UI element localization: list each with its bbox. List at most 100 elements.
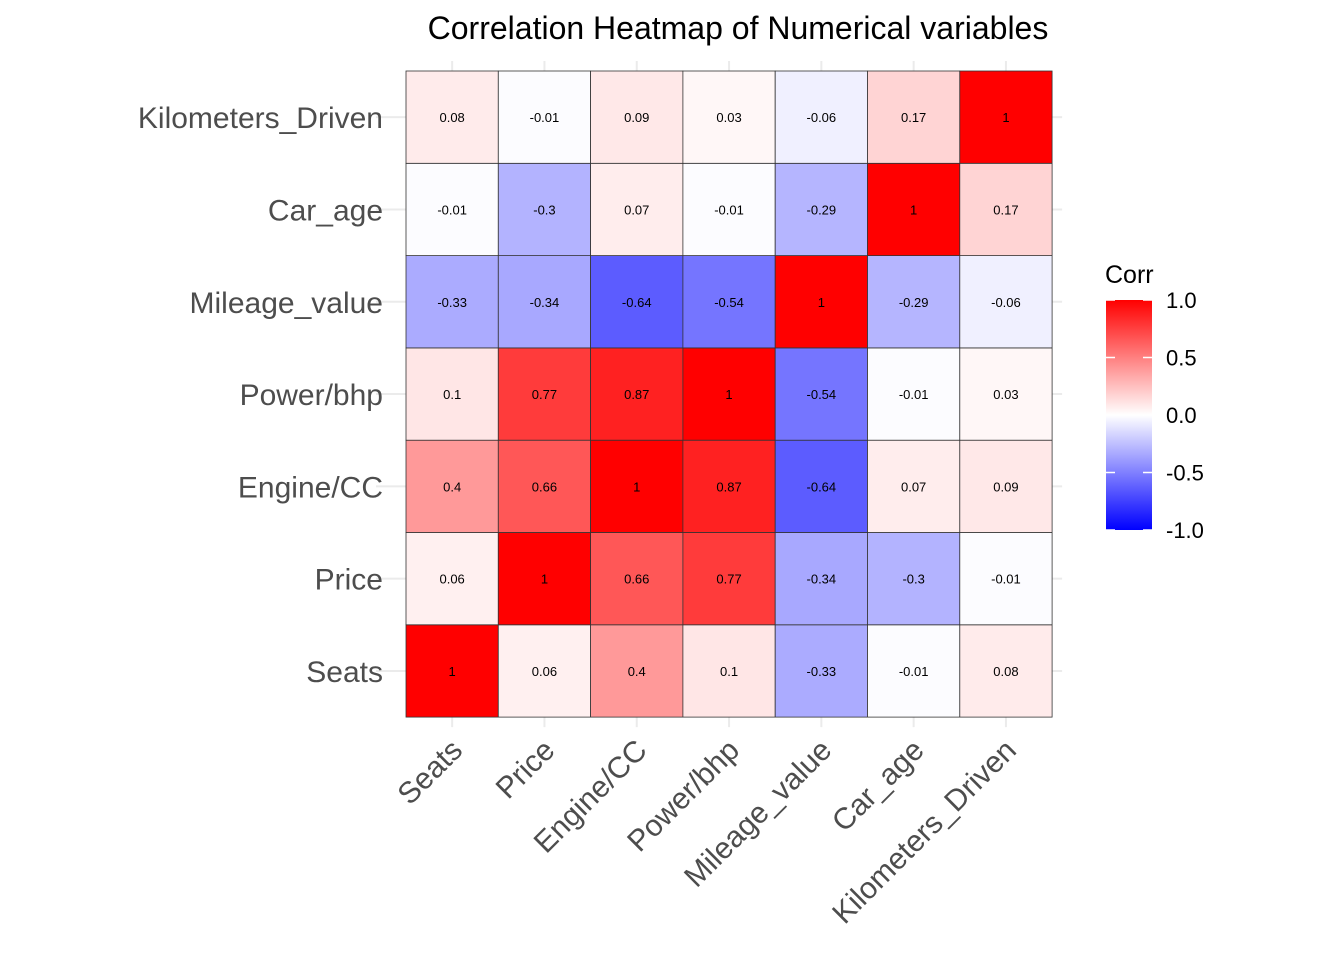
cell-value-label: -0.34 — [530, 295, 560, 310]
heatmap-cell — [590, 439, 684, 533]
cell-value-label: -0.01 — [899, 387, 929, 402]
heatmap-cell — [774, 439, 868, 533]
heatmap-cell — [590, 532, 684, 626]
cell-value-label: -0.06 — [807, 110, 837, 125]
y-tick-label: Seats — [306, 656, 383, 689]
heatmap-cell-labels: 1 0.06 0.4 0.1 -0.33 -0.01 0.08 0.06 1 0.66 0.77 -0… — [437, 110, 1020, 679]
heatmap-cell — [867, 162, 961, 257]
cell-value-label: 0.77 — [532, 387, 557, 402]
legend-tick-label: -1.0 — [1166, 518, 1204, 543]
heatmap-cell — [774, 532, 868, 626]
x-tick-label: Kilometers_Driven — [826, 734, 1023, 931]
heatmap-cell — [405, 532, 499, 626]
heatmap-cell — [682, 255, 776, 349]
heatmap-cell — [497, 162, 591, 257]
cell-value-label: 0.03 — [993, 387, 1018, 402]
heatmap-cell — [682, 70, 776, 164]
y-tick-label: Car_age — [268, 194, 383, 227]
heatmap-cell — [774, 347, 868, 441]
heatmap-cell — [590, 347, 684, 441]
heatmap-cell — [867, 70, 961, 164]
legend-tick-label: 0.0 — [1166, 403, 1197, 428]
legend-tick-label: -0.5 — [1166, 461, 1204, 486]
cell-value-label: -0.29 — [807, 202, 837, 217]
y-axis: Seats Price Engine/CC Power/bhp Mileage_valu… — [138, 102, 383, 689]
cell-value-label: 0.07 — [624, 202, 649, 217]
cell-value-label: -0.06 — [991, 295, 1021, 310]
cell-value-label: -0.01 — [530, 110, 560, 125]
heatmap-cell — [590, 70, 684, 164]
y-tick-label: Engine/CC — [238, 471, 383, 504]
heatmap-cells — [405, 70, 1053, 718]
y-tick-label: Kilometers_Driven — [138, 102, 383, 135]
cell-value-label: -0.01 — [991, 572, 1021, 587]
heatmap-cell — [497, 70, 591, 164]
cell-value-label: 0.08 — [439, 110, 464, 125]
legend-tick-label: 0.5 — [1166, 346, 1197, 371]
heatmap-cell — [867, 347, 961, 441]
cell-value-label: -0.54 — [714, 295, 744, 310]
heatmap-cell — [774, 255, 868, 349]
x-tick-label: Seats — [392, 734, 470, 812]
legend-tick-label: 1.0 — [1166, 288, 1197, 313]
cell-value-label: 0.1 — [443, 387, 461, 402]
legend: Corr 1.0 0.5 0.0 -0.5 -1.0 — [1105, 261, 1204, 543]
heatmap-cell — [682, 532, 776, 626]
cell-value-label: -0.64 — [807, 479, 837, 494]
y-tick-label: Price — [315, 564, 383, 597]
cell-value-label: 1 — [725, 387, 732, 402]
heatmap-cell — [959, 162, 1053, 257]
cell-value-label: -0.01 — [437, 202, 467, 217]
cell-value-label: 0.07 — [901, 479, 926, 494]
heatmap-cell — [405, 255, 499, 349]
heatmap-cell — [497, 347, 591, 441]
cell-value-label: -0.33 — [437, 295, 467, 310]
cell-value-label: -0.01 — [899, 664, 929, 679]
heatmap-cell — [682, 347, 776, 441]
heatmap-cell — [959, 70, 1053, 164]
heatmap-cell — [959, 255, 1053, 349]
y-tick-label: Mileage_value — [190, 287, 383, 320]
cell-value-label: 1 — [910, 202, 917, 217]
cell-value-label: -0.3 — [533, 202, 555, 217]
cell-value-label: 0.87 — [624, 387, 649, 402]
cell-value-label: -0.54 — [807, 387, 837, 402]
heatmap-cell — [959, 624, 1053, 718]
x-axis: Seats PriceEngine/CCPower/bhpMileage_valu… — [392, 734, 1023, 931]
cell-value-label: 0.08 — [993, 664, 1018, 679]
heatmap-cell — [959, 532, 1053, 626]
cell-value-label: -0.01 — [714, 202, 744, 217]
cell-value-label: -0.64 — [622, 295, 652, 310]
x-tick-label: Price — [490, 734, 562, 806]
cell-value-label: 0.09 — [993, 479, 1018, 494]
cell-value-label: 0.03 — [716, 110, 741, 125]
heatmap-cell — [867, 624, 961, 718]
heatmap-cell — [867, 439, 961, 533]
cell-value-label: 0.1 — [720, 664, 738, 679]
heatmap-cell — [774, 624, 868, 718]
cell-value-label: 0.17 — [901, 110, 926, 125]
heatmap-cell — [405, 347, 499, 441]
legend-title: Corr — [1105, 261, 1154, 289]
heatmap-cell — [959, 347, 1053, 441]
cell-value-label: 1 — [1002, 110, 1009, 125]
heatmap-cell — [867, 255, 961, 349]
cell-value-label: -0.29 — [899, 295, 929, 310]
chart-title: Correlation Heatmap of Numerical variabl… — [428, 10, 1049, 46]
cell-value-label: -0.3 — [902, 572, 924, 587]
heatmap-cell — [497, 439, 591, 533]
cell-value-label: 0.66 — [532, 479, 557, 494]
heatmap-cell — [867, 532, 961, 626]
cell-value-label: 0.4 — [443, 479, 461, 494]
heatmap-cell — [959, 439, 1053, 533]
cell-value-label: 1 — [541, 572, 548, 587]
y-tick-label: Power/bhp — [240, 379, 383, 412]
heatmap-cell — [497, 532, 591, 626]
heatmap-cell — [405, 439, 499, 533]
cell-value-label: 1 — [633, 479, 640, 494]
cell-value-label: 0.09 — [624, 110, 649, 125]
cell-value-label: -0.34 — [807, 572, 837, 587]
cell-value-label: 0.77 — [716, 572, 741, 587]
cell-value-label: 0.4 — [628, 664, 646, 679]
